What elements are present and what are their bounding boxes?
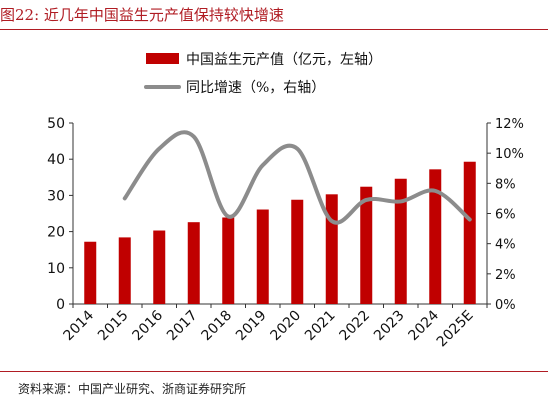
bar: [394, 178, 407, 304]
x-tick-label: 2022: [337, 308, 374, 345]
line-series: [122, 130, 472, 225]
y-left-tick-label: 10: [47, 261, 65, 277]
y-right-tick-label: 10%: [495, 147, 524, 162]
legend-swatch-bar: [146, 53, 179, 64]
bar: [463, 161, 476, 304]
source-note: 资料来源：中国产业研究、浙商证券研究所: [18, 382, 247, 396]
bar: [256, 209, 269, 304]
bar: [118, 237, 131, 304]
x-tick-label: 2017: [164, 308, 201, 345]
legend: 中国益生元产值（亿元，左轴） 同比增速（%，右轴）: [144, 52, 382, 96]
x-tick-label: 2021: [302, 308, 339, 345]
line-point: [400, 200, 402, 202]
x-tick-label: 2016: [130, 307, 167, 344]
legend-label-bar: 中国益生元产值（亿元，左轴）: [186, 52, 382, 68]
y-left-tick-label: 0: [56, 297, 65, 313]
figure-title: 图22: 近几年中国益生元产值保持较快增速: [0, 6, 284, 24]
bar-series: [84, 161, 476, 304]
axes: 0 10 20 30 40 50 0% 2% 4% 6% 8% 10% 12%: [47, 116, 524, 313]
y-left-tick-label: 50: [47, 116, 65, 132]
title-rule: [0, 29, 548, 30]
line-point: [262, 164, 264, 166]
line-point: [158, 148, 160, 150]
bar: [222, 217, 235, 304]
y-right-tick-label: 2%: [495, 268, 516, 283]
bar: [360, 186, 373, 304]
y-left-tick-label: 40: [47, 152, 65, 168]
line-point: [193, 136, 195, 138]
y-right-tick-label: 4%: [495, 238, 516, 253]
x-tick-label: 2014: [61, 307, 98, 344]
x-tick-labels: 2014201520162017201820192020202120222023…: [61, 307, 477, 350]
line-point: [296, 148, 298, 150]
y-right-tick-label: 8%: [495, 177, 516, 192]
bar: [84, 241, 97, 304]
y-right-tick-label: 0%: [495, 298, 516, 313]
line-point: [331, 220, 333, 222]
line-point: [469, 219, 471, 221]
legend-label-line: 同比增速（%，右轴）: [186, 80, 325, 96]
source-rule: [0, 371, 548, 372]
x-tick-label: 2015: [95, 308, 132, 345]
line-point: [434, 190, 436, 192]
bar: [429, 169, 442, 304]
y-left-tick-label: 20: [47, 225, 65, 241]
bar: [153, 230, 166, 304]
x-tick-label: 2023: [371, 308, 408, 345]
bar: [291, 199, 304, 304]
bar: [325, 194, 338, 304]
line-point: [227, 216, 229, 218]
bar: [187, 222, 200, 304]
line-point: [124, 197, 126, 199]
y-right-tick-label: 12%: [495, 117, 524, 132]
x-tick-label: 2019: [233, 308, 270, 345]
x-tick-label: 2020: [268, 308, 305, 345]
line-point: [365, 199, 367, 201]
chart: 中国益生元产值（亿元，左轴） 同比增速（%，右轴） 0 10 20 30 40 50 0% 2…: [47, 52, 524, 350]
x-tick-label: 2018: [199, 308, 236, 345]
y-right-tick-label: 6%: [495, 208, 516, 223]
y-left-tick-label: 30: [47, 188, 65, 204]
x-tick-label: 2025E: [434, 308, 477, 351]
